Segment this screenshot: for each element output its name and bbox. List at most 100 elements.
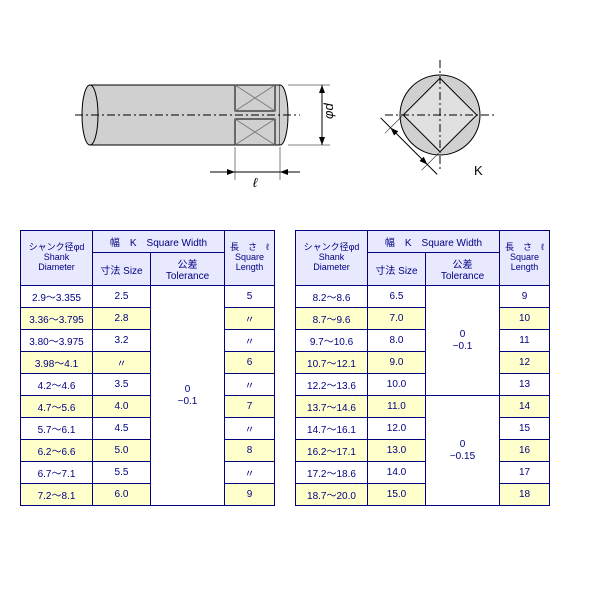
end-view: K (375, 60, 495, 180)
cell-len: 〃 (225, 374, 275, 396)
th-width: 幅 K Square Width (368, 231, 500, 253)
cell-size: 10.0 (368, 374, 426, 396)
th-width: 幅 K Square Width (93, 231, 225, 253)
cell-d: 6.2～6.6 (21, 440, 93, 462)
cell-len: 13 (500, 374, 550, 396)
cell-len: 9 (225, 484, 275, 506)
table-row: 3.36～3.795 2.8 〃 (21, 308, 275, 330)
cell-size: 8.0 (368, 330, 426, 352)
cell-d: 3.36～3.795 (21, 308, 93, 330)
dim-d-label: φd (321, 103, 336, 119)
th-length: 長 さ ℓSquareLength (500, 231, 550, 286)
th-tol: 公差 Tolerance (426, 253, 500, 286)
cell-len: 8 (225, 440, 275, 462)
table-row: 17.2～18.6 14.0 17 (296, 462, 550, 484)
cell-size: 4.5 (93, 418, 151, 440)
cell-size: 4.0 (93, 396, 151, 418)
side-view: φd ℓ (75, 85, 336, 190)
cell-size: 2.8 (93, 308, 151, 330)
table-row: 14.7～16.1 12.0 15 (296, 418, 550, 440)
cell-d: 9.7～10.6 (296, 330, 368, 352)
cell-len: 〃 (225, 418, 275, 440)
dim-l-label: ℓ (253, 175, 258, 190)
table-row: 8.2～8.6 6.5 0−0.1 9 (296, 286, 550, 308)
cell-d: 10.7～12.1 (296, 352, 368, 374)
table-row: 2.9～3.355 2.5 0−0.1 5 (21, 286, 275, 308)
cell-size: 9.0 (368, 352, 426, 374)
cell-tol: 0−0.15 (426, 396, 500, 506)
table-row: 6.2～6.6 5.0 8 (21, 440, 275, 462)
spec-table-left: シャンク径φdShankDiameter 幅 K Square Width 長 … (20, 230, 275, 506)
cell-size: 6.0 (93, 484, 151, 506)
table-row: 3.98～4.1 〃 6 (21, 352, 275, 374)
cell-len: 12 (500, 352, 550, 374)
cell-d: 16.2～17.1 (296, 440, 368, 462)
cell-size: 11.0 (368, 396, 426, 418)
th-size: 寸法 Size (93, 253, 151, 286)
cell-size: 14.0 (368, 462, 426, 484)
cell-len: 14 (500, 396, 550, 418)
cell-size: 5.0 (93, 440, 151, 462)
cell-len: 18 (500, 484, 550, 506)
cell-len: 15 (500, 418, 550, 440)
cell-len: 〃 (225, 330, 275, 352)
table-row: 10.7～12.1 9.0 12 (296, 352, 550, 374)
cell-d: 3.80～3.975 (21, 330, 93, 352)
table-row: 8.7～9.6 7.0 10 (296, 308, 550, 330)
cell-size: 3.5 (93, 374, 151, 396)
cell-size: 13.0 (368, 440, 426, 462)
cell-len: 16 (500, 440, 550, 462)
cell-d: 4.7～5.6 (21, 396, 93, 418)
table-row: 4.7～5.6 4.0 7 (21, 396, 275, 418)
cell-d: 8.7～9.6 (296, 308, 368, 330)
cell-len: 10 (500, 308, 550, 330)
cell-d: 7.2～8.1 (21, 484, 93, 506)
cell-d: 6.7～7.1 (21, 462, 93, 484)
cell-size: 〃 (93, 352, 151, 374)
table-row: 16.2～17.1 13.0 16 (296, 440, 550, 462)
cell-len: 〃 (225, 462, 275, 484)
cell-tol: 0−0.1 (151, 286, 225, 506)
cell-size: 12.0 (368, 418, 426, 440)
cell-len: 11 (500, 330, 550, 352)
cell-d: 3.98～4.1 (21, 352, 93, 374)
cell-len: 9 (500, 286, 550, 308)
cell-d: 4.2～4.6 (21, 374, 93, 396)
cell-tol: 0−0.1 (426, 286, 500, 396)
cell-d: 18.7～20.0 (296, 484, 368, 506)
cell-d: 2.9～3.355 (21, 286, 93, 308)
table-row: 3.80～3.975 3.2 〃 (21, 330, 275, 352)
th-shank: シャンク径φdShankDiameter (296, 231, 368, 286)
cell-size: 5.5 (93, 462, 151, 484)
shank-diagram-svg: φd ℓ (40, 50, 560, 210)
tables-container: シャンク径φdShankDiameter 幅 K Square Width 長 … (20, 230, 580, 506)
cell-len: 〃 (225, 308, 275, 330)
cell-d: 17.2～18.6 (296, 462, 368, 484)
cell-size: 15.0 (368, 484, 426, 506)
cell-size: 7.0 (368, 308, 426, 330)
table-row: 5.7～6.1 4.5 〃 (21, 418, 275, 440)
table-row: 7.2～8.1 6.0 9 (21, 484, 275, 506)
cell-d: 14.7～16.1 (296, 418, 368, 440)
cell-d: 13.7～14.6 (296, 396, 368, 418)
dim-K-label: K (474, 163, 483, 178)
spec-table-right: シャンク径φdShankDiameter 幅 K Square Width 長 … (295, 230, 550, 506)
cell-size: 3.2 (93, 330, 151, 352)
table-row: 13.7～14.6 11.0 0−0.15 14 (296, 396, 550, 418)
cell-len: 5 (225, 286, 275, 308)
table-row: 4.2～4.6 3.5 〃 (21, 374, 275, 396)
cell-d: 8.2～8.6 (296, 286, 368, 308)
cell-size: 6.5 (368, 286, 426, 308)
th-tol: 公差 Tolerance (151, 253, 225, 286)
table-row: 12.2～13.6 10.0 13 (296, 374, 550, 396)
cell-len: 7 (225, 396, 275, 418)
table-row: 6.7～7.1 5.5 〃 (21, 462, 275, 484)
cell-size: 2.5 (93, 286, 151, 308)
cell-len: 6 (225, 352, 275, 374)
th-size: 寸法 Size (368, 253, 426, 286)
th-shank: シャンク径φdShankDiameter (21, 231, 93, 286)
table-row: 9.7～10.6 8.0 11 (296, 330, 550, 352)
cell-len: 17 (500, 462, 550, 484)
table-row: 18.7～20.0 15.0 18 (296, 484, 550, 506)
cell-d: 5.7～6.1 (21, 418, 93, 440)
